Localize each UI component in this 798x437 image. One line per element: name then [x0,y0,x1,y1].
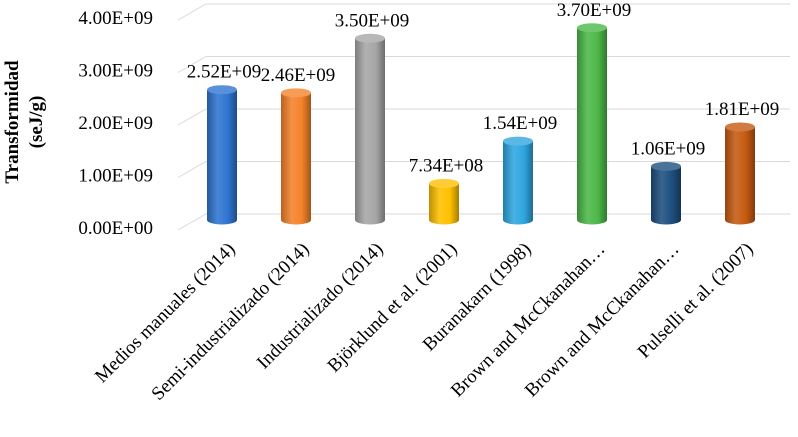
bar-top-cap [207,85,237,95]
bar [503,136,533,225]
bar-top-cap [281,88,311,98]
y-tick-label: 1.00E+09 [78,166,153,187]
data-label: 1.54E+09 [483,113,558,134]
y-axis-label-line-2: (seJ/g) [26,96,47,149]
category-label: Brown and McCkanahan… [521,239,684,402]
y-axis-label-line-1: Transformidad [2,60,23,184]
bar [355,33,385,225]
bar [429,178,459,225]
y-tick-label: 2.00E+09 [78,113,153,134]
data-label: 3.50E+09 [335,10,410,31]
data-label: 1.06E+09 [631,138,706,159]
x-axis-category-labels: Medios manuales (2014)Semi-industrializa… [91,239,757,405]
y-axis-tick-labels: 0.00E+00 1.00E+09 2.00E+09 3.00E+09 4.00E+09 [78,8,153,239]
gridline [177,213,790,231]
data-label: 2.46E+09 [261,65,336,86]
bar-body [281,92,311,225]
bar-body [725,126,755,225]
bar [281,88,311,225]
bar [651,161,681,225]
bar-top-cap [355,33,385,43]
data-label: 1.81E+09 [705,99,780,120]
bar-body [207,89,237,225]
bar-top-cap [503,136,533,146]
bar-body [651,166,681,225]
y-axis-label: Transformidad (seJ/g) [2,60,47,184]
category-label: Brown and McCkanahan… [447,239,610,402]
y-tick-label: 4.00E+09 [78,8,153,29]
bar-body [577,27,607,225]
bar-top-cap [577,23,607,33]
bar-body [429,183,459,225]
bar-top-cap [429,178,459,188]
data-label: 7.34E+08 [409,155,484,176]
y-tick-label: 3.00E+09 [78,61,153,82]
bar [725,122,755,225]
bar-top-cap [651,161,681,171]
bar-body [355,38,385,225]
y-tick-label: 0.00E+00 [78,218,153,239]
bar-top-cap [725,122,755,132]
gridline [177,3,790,21]
bar [577,23,607,225]
category-label: Medios manuales (2014) [91,239,239,387]
data-label: 2.52E+09 [187,62,262,83]
category-label: Björklund et al. (2001) [324,239,462,377]
data-label: 3.70E+09 [557,0,632,21]
category-label: Industrializado (2014) [253,239,388,374]
bar-body [503,141,533,225]
bar-series [207,23,755,225]
gridline [177,161,790,178]
data-labels: 2.52E+09 2.46E+09 3.50E+09 7.34E+08 1.54E+09… [187,0,780,176]
bar [207,85,237,225]
